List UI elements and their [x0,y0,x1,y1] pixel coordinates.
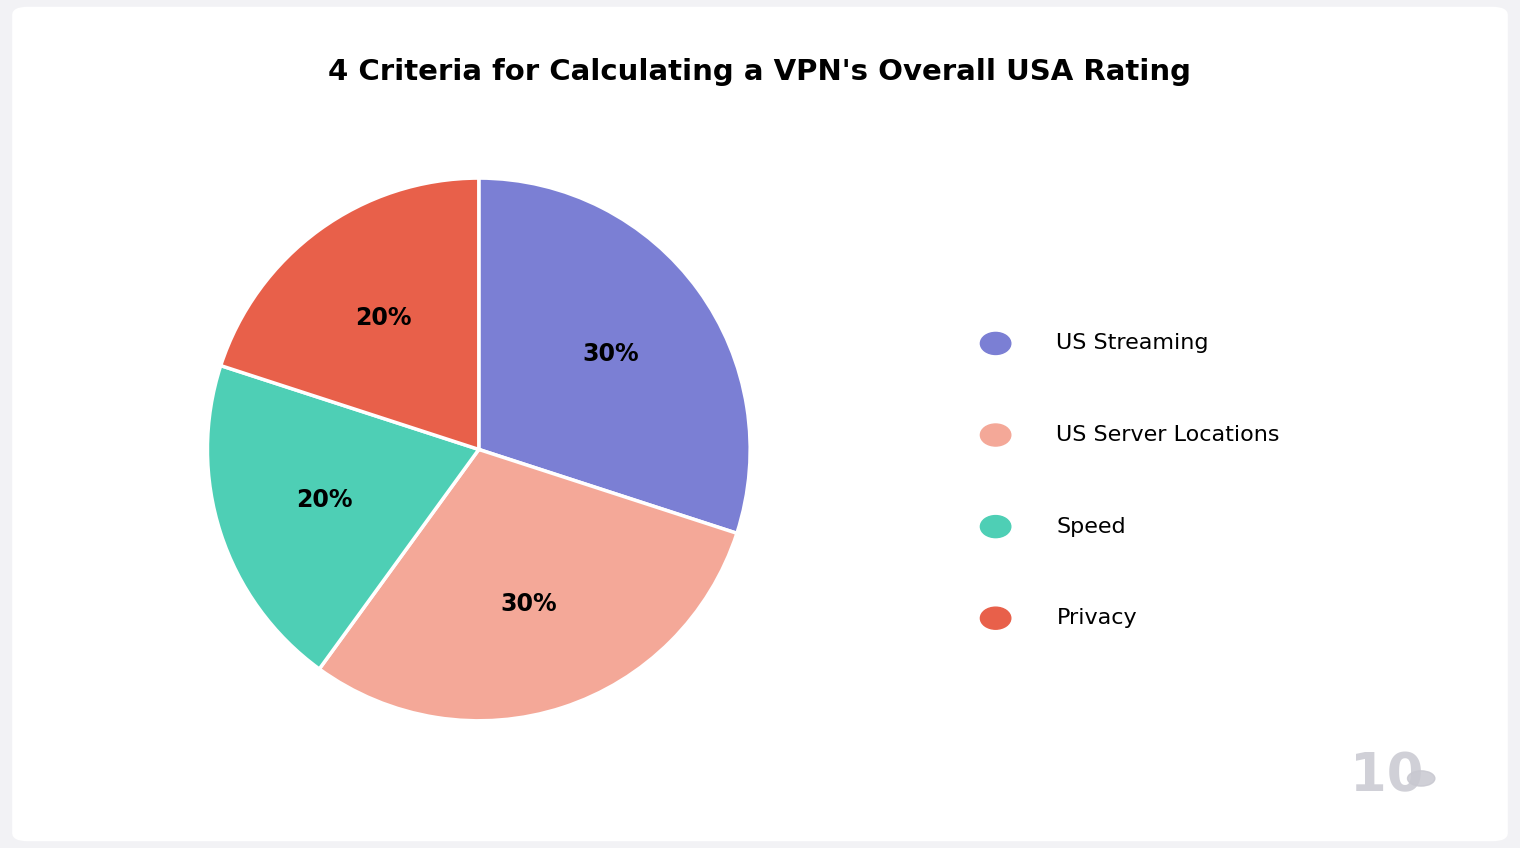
Text: 20%: 20% [296,488,353,511]
Text: Speed: Speed [1056,516,1126,537]
Text: 4 Criteria for Calculating a VPN's Overall USA Rating: 4 Criteria for Calculating a VPN's Overa… [328,58,1192,86]
Text: 30%: 30% [500,592,558,616]
Text: 20%: 20% [354,306,412,330]
Wedge shape [220,178,479,449]
Wedge shape [479,178,751,533]
Text: 10: 10 [1350,750,1423,802]
Text: Privacy: Privacy [1056,608,1137,628]
Wedge shape [319,449,737,721]
Text: 30%: 30% [582,342,638,365]
Text: US Streaming: US Streaming [1056,333,1208,354]
Text: US Server Locations: US Server Locations [1056,425,1280,445]
Wedge shape [207,365,479,669]
